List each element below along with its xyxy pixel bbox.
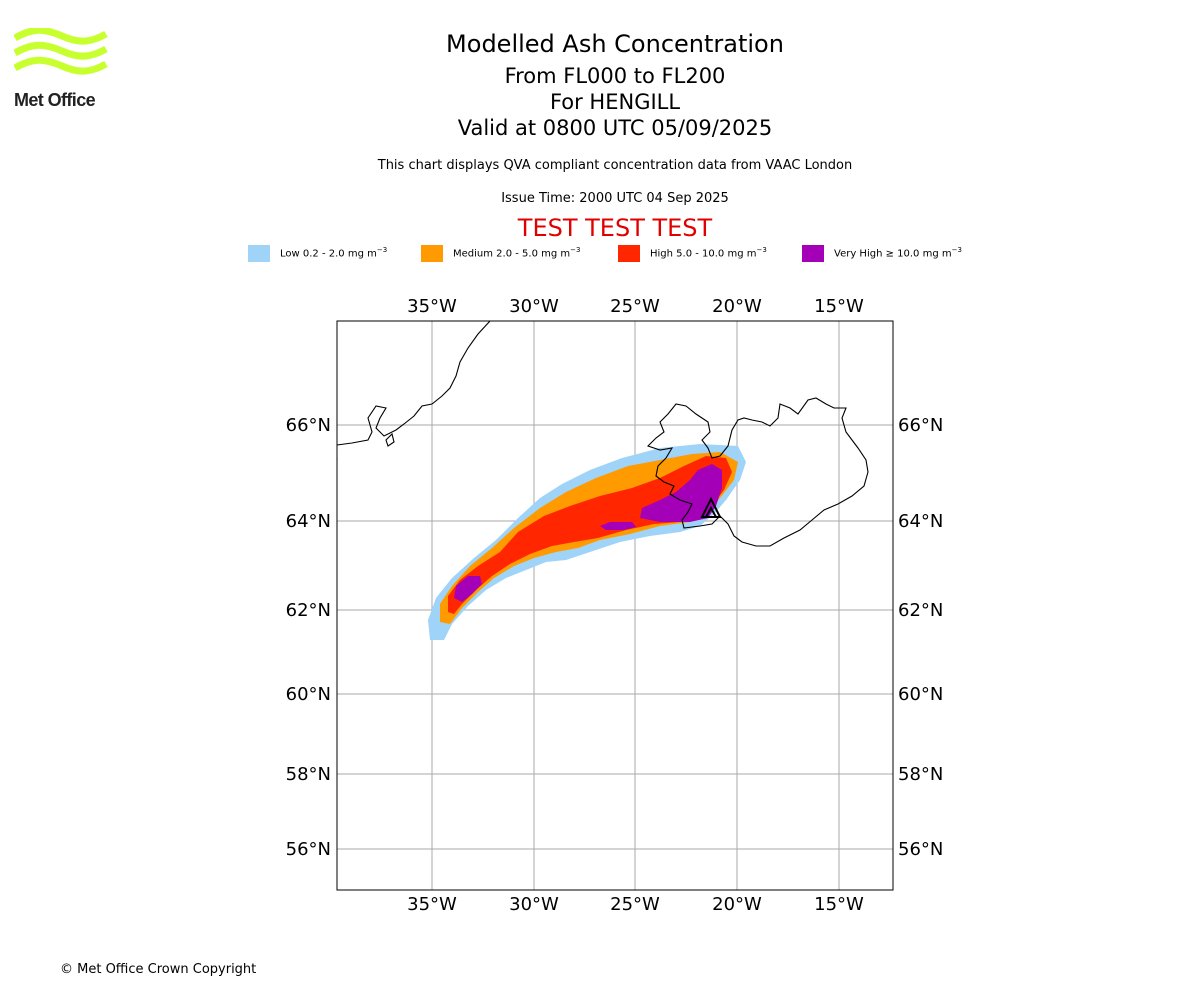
map-frame [336,320,894,891]
legend-swatch-medium [421,245,443,262]
legend-unit-low: −3 [376,246,388,254]
lat-label-right-66n: 66°N [898,415,943,436]
lon-label-bottom-20w: 20°W [712,894,762,915]
legend-swatch-very-high [802,245,824,262]
iceland-coastline [646,397,869,547]
legend-text-high: High 5.0 - 10.0 mg m [650,248,757,260]
lat-label-right-58n: 58°N [898,764,943,785]
lon-label-top-35w: 35°W [407,296,457,317]
ash-plume-very-high-tail [454,576,482,602]
lon-label-top-20w: 20°W [712,296,762,317]
lat-label-left-62n: 62°N [286,600,331,621]
met-office-logo: Met Office [14,28,110,118]
copyright-notice: © Met Office Crown Copyright [60,962,257,977]
legend-unit-high: −3 [756,246,767,254]
test-banner: TEST TEST TEST [517,214,713,242]
lon-label-bottom-15w: 15°W [814,894,864,915]
lat-label-right-62n: 62°N [898,600,943,621]
legend-unit-very-high: −3 [951,246,962,254]
greenland-coastline [337,321,491,446]
legend-label-low: Low 0.2 - 2.0 mg m−3 [280,246,387,259]
lat-label-left-58n: 58°N [286,764,331,785]
greenland-islet [385,432,395,447]
legend-text-very-high: Very High ≥ 10.0 mg m [834,248,952,260]
qva-note: This chart displays QVA compliant concen… [377,158,853,173]
flight-level-range: From FL000 to FL200 [504,64,726,88]
lon-label-top-25w: 25°W [610,296,660,317]
legend-unit-medium: −3 [570,246,581,254]
valid-time: Valid at 0800 UTC 05/09/2025 [457,116,773,140]
legend-text-medium: Medium 2.0 - 5.0 mg m [453,248,571,260]
legend-swatch-low [248,245,270,262]
legend-label-very-high: Very High ≥ 10.0 mg m−3 [834,246,962,259]
lat-label-left-60n: 60°N [286,684,331,705]
lat-label-right-64n: 64°N [898,511,943,532]
lat-label-left-66n: 66°N [286,415,331,436]
legend-label-medium: Medium 2.0 - 5.0 mg m−3 [453,246,580,259]
lon-label-bottom-35w: 35°W [407,894,457,915]
lon-label-top-15w: 15°W [814,296,864,317]
lon-label-top-30w: 30°W [509,296,559,317]
coastlines [337,321,869,547]
lat-label-right-60n: 60°N [898,684,943,705]
lon-label-bottom-25w: 25°W [610,894,660,915]
map-background [337,321,893,890]
met-office-logo-text: Met Office [14,90,96,110]
lat-label-left-56n: 56°N [286,839,331,860]
ash-plume-very-high-patch [600,522,636,530]
ash-plume-high [448,456,732,614]
volcano-name: For HENGILL [549,90,681,114]
met-office-waves-icon [14,28,108,75]
lat-label-right-56n: 56°N [898,839,943,860]
legend-label-high: High 5.0 - 10.0 mg m−3 [650,246,767,259]
volcano-triangle-icon [700,496,722,518]
lat-label-left-64n: 64°N [286,511,331,532]
issue-time: Issue Time: 2000 UTC 04 Sep 2025 [501,191,729,206]
chart-title: Modelled Ash Concentration [446,30,784,58]
legend-text-low: Low 0.2 - 2.0 mg m [280,248,377,260]
legend-swatch-high [618,245,640,262]
concentration-legend: Low 0.2 - 2.0 mg m−3 Medium 2.0 - 5.0 mg… [0,244,1200,264]
lon-label-bottom-30w: 30°W [509,894,559,915]
ash-plume-very-high-main [640,464,722,522]
